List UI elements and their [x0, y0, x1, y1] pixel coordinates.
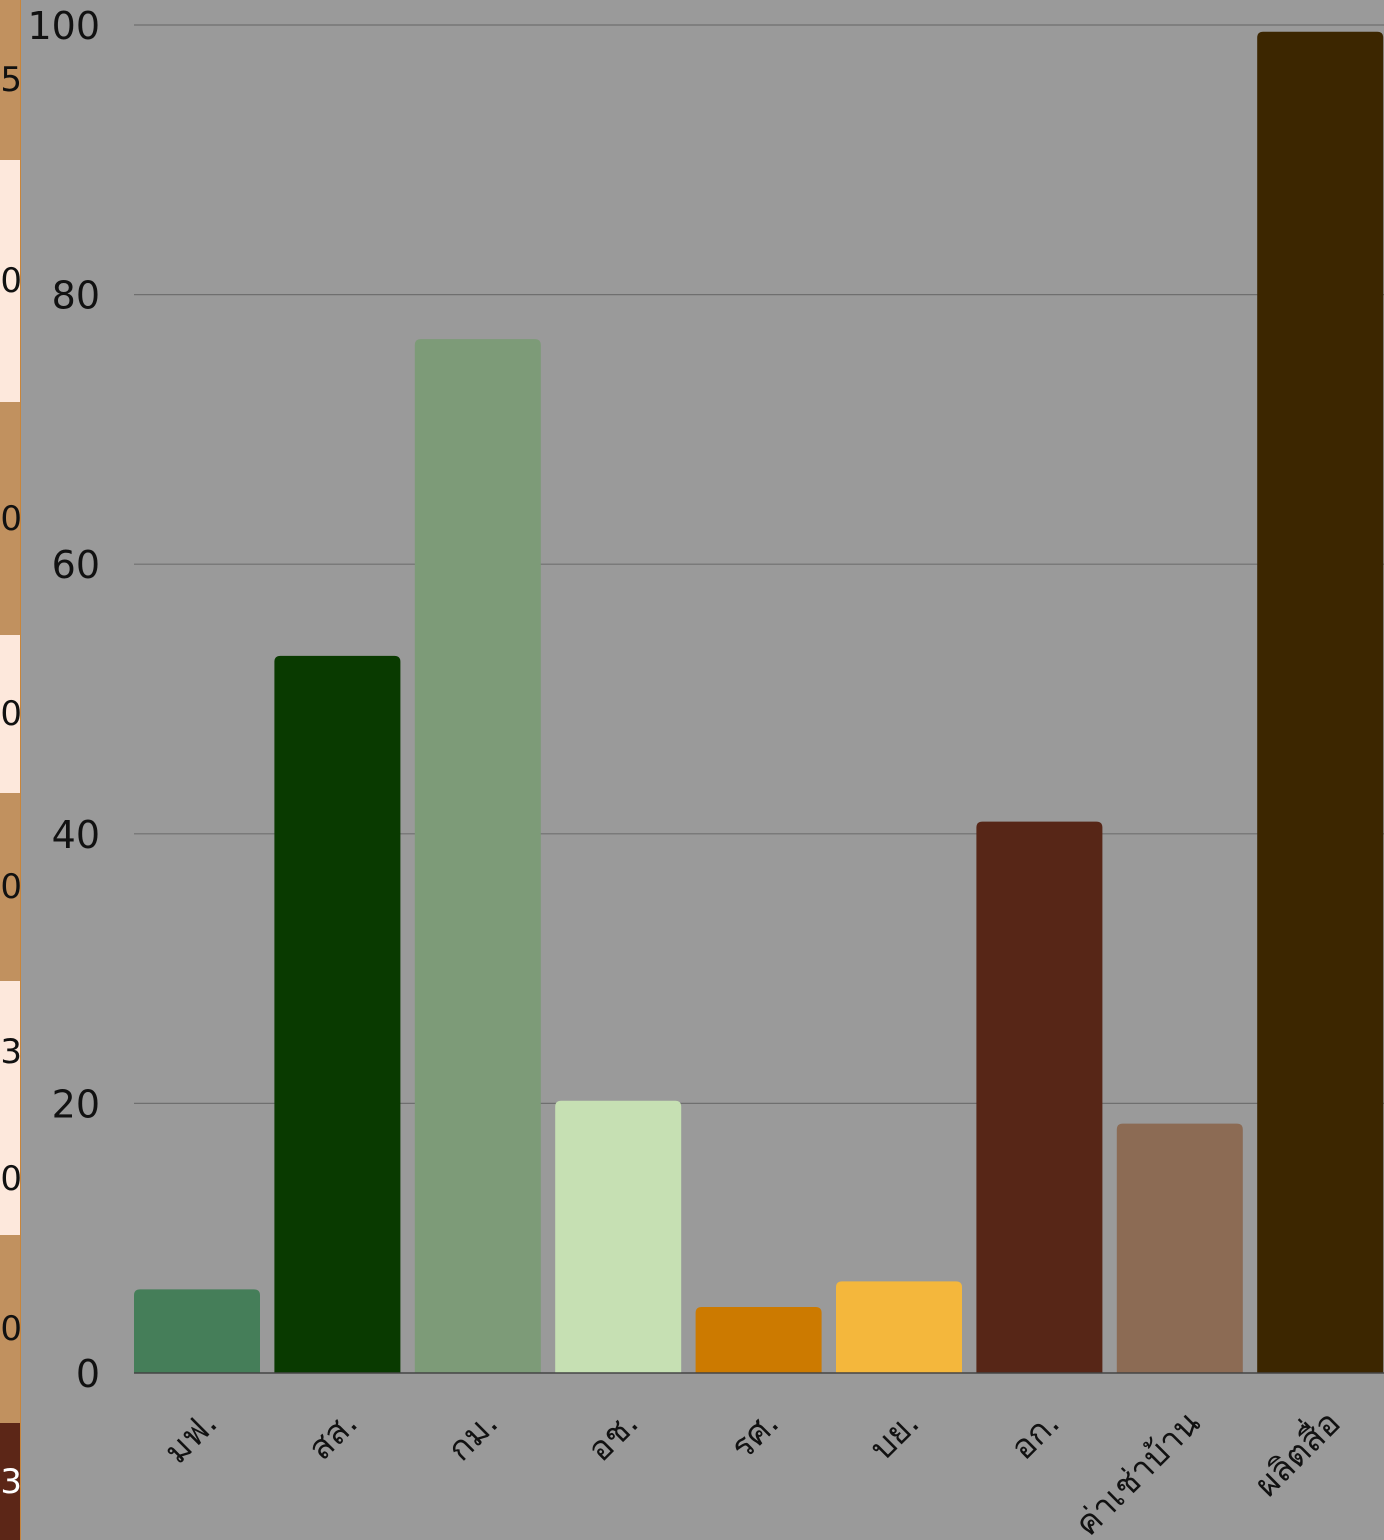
bar — [836, 1281, 962, 1373]
bar — [555, 1100, 682, 1373]
side-strip-segment: 5 — [0, 0, 22, 160]
x-tick-label: รศ. — [723, 1403, 787, 1467]
side-strip-segment: 0 — [0, 793, 22, 981]
bar — [1257, 31, 1384, 1374]
y-tick-label: 0 — [76, 1352, 100, 1396]
y-tick-label: 40 — [52, 813, 100, 857]
x-tick-label: อช. — [580, 1403, 647, 1470]
side-strip-segment: 0 — [0, 402, 22, 635]
side-strip-segment: 3 — [0, 981, 22, 1122]
x-tick-label: ผลิตสื่อ — [1244, 1400, 1349, 1505]
y-tick-label: 100 — [27, 4, 100, 48]
bars — [134, 31, 1384, 1374]
y-tick-label: 60 — [52, 543, 100, 587]
side-strip-label: 3 — [0, 1461, 22, 1502]
bar — [274, 655, 401, 1373]
side-strip-segment: 0 — [0, 1122, 22, 1235]
bar — [414, 339, 541, 1374]
side-strip-label: 0 — [0, 498, 22, 539]
side-strip-label: 0 — [0, 694, 22, 734]
side-strip-label: 0 — [0, 261, 22, 301]
side-strip-label: 3 — [0, 1031, 22, 1072]
x-tick-label: กม. — [440, 1403, 506, 1469]
bar — [1116, 1123, 1243, 1373]
x-tick-label: อก. — [1003, 1403, 1068, 1468]
x-tick-label: ค่าเช่าบ้าน — [1067, 1403, 1208, 1540]
y-tick-label: 80 — [52, 274, 100, 318]
side-strip-label: 0 — [0, 867, 22, 907]
side-strip-label: 0 — [0, 1309, 22, 1349]
side-strip-segment: 3 — [0, 1423, 22, 1540]
x-tick-label: มฟ. — [157, 1403, 226, 1472]
side-strip-segment: 0 — [0, 1235, 22, 1423]
bar — [976, 821, 1103, 1373]
side-strip-label: 0 — [0, 1158, 22, 1199]
side-strip-segment: 0 — [0, 160, 22, 402]
side-strip-label: 5 — [0, 60, 22, 100]
y-tick-label: 20 — [52, 1082, 100, 1126]
x-tick-label: สส. — [300, 1403, 365, 1468]
y-tick-labels: 0 20 40 60 80 100 — [27, 4, 100, 1396]
bar — [134, 1289, 260, 1373]
side-strip: 5 0 0 0 0 3 0 0 3 — [0, 0, 22, 1540]
side-strip-segment: 0 — [0, 635, 22, 793]
x-tick-labels: มฟ. สส. กม. อช. รศ. บย. อก. ค่าเช่าบ้าน ผลิตสื่อ — [157, 1400, 1349, 1540]
x-tick-label: บย. — [862, 1403, 927, 1468]
bar — [695, 1306, 822, 1373]
